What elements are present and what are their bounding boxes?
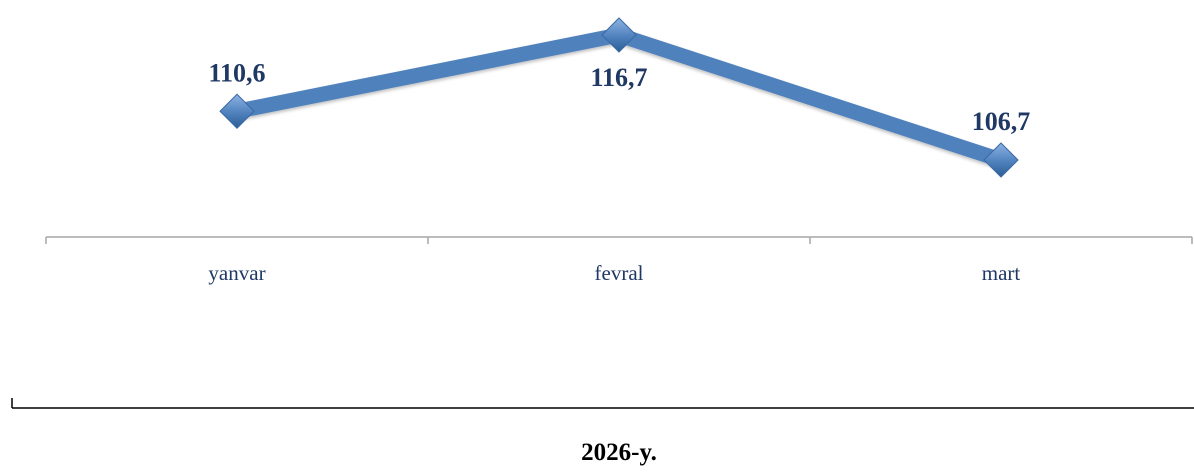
category-label: yanvar: [208, 261, 265, 285]
data-point-marker: [219, 93, 255, 129]
category-label: fevral: [595, 261, 644, 285]
series-line: [235, 27, 1004, 168]
group-label: 2026-y.: [581, 439, 657, 466]
category-label: mart: [982, 261, 1021, 285]
data-markers: [219, 17, 1019, 178]
data-labels: 110,6 116,7 106,7: [208, 58, 1030, 136]
data-point-marker: [983, 142, 1019, 178]
data-label: 106,7: [972, 107, 1031, 136]
data-label: 110,6: [208, 58, 265, 87]
x-axis: [45, 236, 1193, 244]
data-label: 116,7: [590, 63, 647, 92]
data-point-marker: [601, 17, 637, 53]
group-axis: [11, 398, 1194, 409]
